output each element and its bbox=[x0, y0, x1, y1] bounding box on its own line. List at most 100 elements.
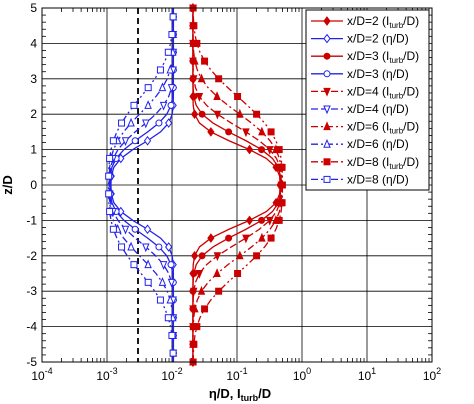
data-point bbox=[193, 323, 201, 331]
legend-label: x/D=3 (η/D) bbox=[347, 67, 409, 81]
data-point bbox=[323, 175, 331, 183]
y-tick-label: -4 bbox=[26, 320, 37, 334]
legend-item: x/D=2 (Iturb/D) bbox=[311, 14, 419, 30]
data-point bbox=[193, 39, 201, 47]
data-point bbox=[144, 100, 152, 109]
y-axis-title: z/D bbox=[0, 175, 15, 195]
data-point bbox=[267, 128, 275, 136]
legend-label: x/D=6 (η/D) bbox=[347, 137, 409, 151]
data-point bbox=[258, 232, 266, 242]
data-point bbox=[234, 93, 242, 100]
legend-item: x/D=6 (η/D) bbox=[311, 137, 409, 151]
data-point bbox=[144, 84, 152, 92]
data-point bbox=[225, 234, 233, 242]
data-point bbox=[159, 261, 168, 270]
legend-label: x/D=3 (Iturb/D) bbox=[347, 49, 419, 65]
data-point bbox=[130, 261, 138, 269]
data-point bbox=[165, 242, 173, 252]
data-point bbox=[189, 287, 198, 297]
legend-label: x/D=8 (Iturb/D) bbox=[347, 155, 419, 171]
data-point bbox=[266, 146, 274, 155]
data-point bbox=[156, 66, 164, 74]
data-point bbox=[225, 128, 233, 136]
x-axis-title: η/D, Iturb/D bbox=[209, 386, 271, 403]
data-point bbox=[266, 216, 274, 226]
y-tick-label: -2 bbox=[26, 249, 37, 263]
x-tick-label: 101 bbox=[358, 366, 376, 383]
y-tick-label: -1 bbox=[26, 213, 37, 227]
data-point bbox=[105, 172, 113, 180]
data-point bbox=[159, 101, 168, 111]
data-point bbox=[198, 110, 206, 118]
y-tick-label: 3 bbox=[30, 72, 37, 86]
data-point bbox=[195, 93, 204, 102]
data-point bbox=[195, 270, 204, 279]
data-point bbox=[323, 52, 331, 60]
data-point bbox=[109, 225, 117, 233]
data-point bbox=[197, 285, 206, 295]
legend-label: x/D=8 (η/D) bbox=[347, 172, 409, 186]
data-point bbox=[275, 216, 283, 224]
data-point bbox=[278, 199, 286, 207]
legend-item: x/D=4 (η/D) bbox=[311, 102, 409, 116]
data-point bbox=[258, 126, 266, 136]
y-tick-label: 4 bbox=[30, 36, 37, 50]
data-point bbox=[118, 243, 126, 251]
data-point bbox=[142, 119, 150, 129]
data-point bbox=[323, 16, 331, 26]
data-point bbox=[166, 64, 175, 74]
data-point bbox=[267, 234, 275, 242]
data-point bbox=[169, 349, 177, 357]
data-point bbox=[191, 55, 199, 65]
legend-item: x/D=6 (Iturb/D) bbox=[311, 120, 419, 136]
data-point bbox=[189, 75, 198, 85]
legend-item: x/D=2 (η/D) bbox=[311, 32, 409, 46]
data-point bbox=[275, 146, 283, 154]
data-point bbox=[155, 119, 163, 127]
data-point bbox=[207, 127, 215, 137]
series-line bbox=[192, 7, 284, 363]
data-point bbox=[323, 70, 331, 78]
y-tick-label: 5 bbox=[30, 1, 37, 15]
data-point bbox=[190, 340, 198, 348]
data-point bbox=[190, 93, 198, 100]
data-point bbox=[130, 101, 138, 109]
data-point bbox=[167, 278, 176, 288]
legend-item: x/D=3 (Iturb/D) bbox=[311, 49, 419, 65]
x-axis-title-sub: turb bbox=[241, 393, 259, 403]
series-group bbox=[105, 2, 286, 368]
data-point bbox=[323, 158, 331, 166]
data-point bbox=[323, 105, 331, 115]
plot-frame bbox=[41, 7, 433, 363]
series-eta-x8 bbox=[105, 7, 177, 363]
data-point bbox=[158, 277, 167, 286]
data-point bbox=[323, 87, 331, 97]
data-point bbox=[323, 138, 331, 148]
legend-item: x/D=3 (η/D) bbox=[311, 67, 409, 81]
data-point bbox=[245, 144, 254, 155]
data-point bbox=[156, 296, 164, 304]
x-tick-label: 10-3 bbox=[96, 366, 117, 383]
data-point bbox=[121, 137, 130, 147]
data-point bbox=[121, 225, 130, 235]
data-point bbox=[143, 224, 152, 235]
data-point bbox=[253, 252, 261, 260]
data-point bbox=[167, 101, 175, 109]
data-point bbox=[131, 225, 139, 233]
data-point bbox=[234, 270, 242, 277]
data-point bbox=[236, 250, 244, 260]
data-point bbox=[190, 109, 199, 120]
data-point bbox=[253, 110, 261, 118]
y-tick-label: 0 bbox=[30, 178, 37, 192]
data-point bbox=[201, 305, 209, 313]
data-point bbox=[190, 250, 199, 261]
data-point bbox=[165, 118, 173, 128]
data-point bbox=[167, 84, 176, 93]
x-tick-label: 10-2 bbox=[161, 366, 182, 383]
data-point bbox=[191, 303, 199, 313]
data-point bbox=[278, 163, 286, 171]
x-tick-label: 10-1 bbox=[226, 366, 247, 383]
legend-label: x/D=2 (η/D) bbox=[347, 32, 409, 46]
data-point bbox=[164, 48, 172, 56]
data-point bbox=[144, 259, 152, 269]
